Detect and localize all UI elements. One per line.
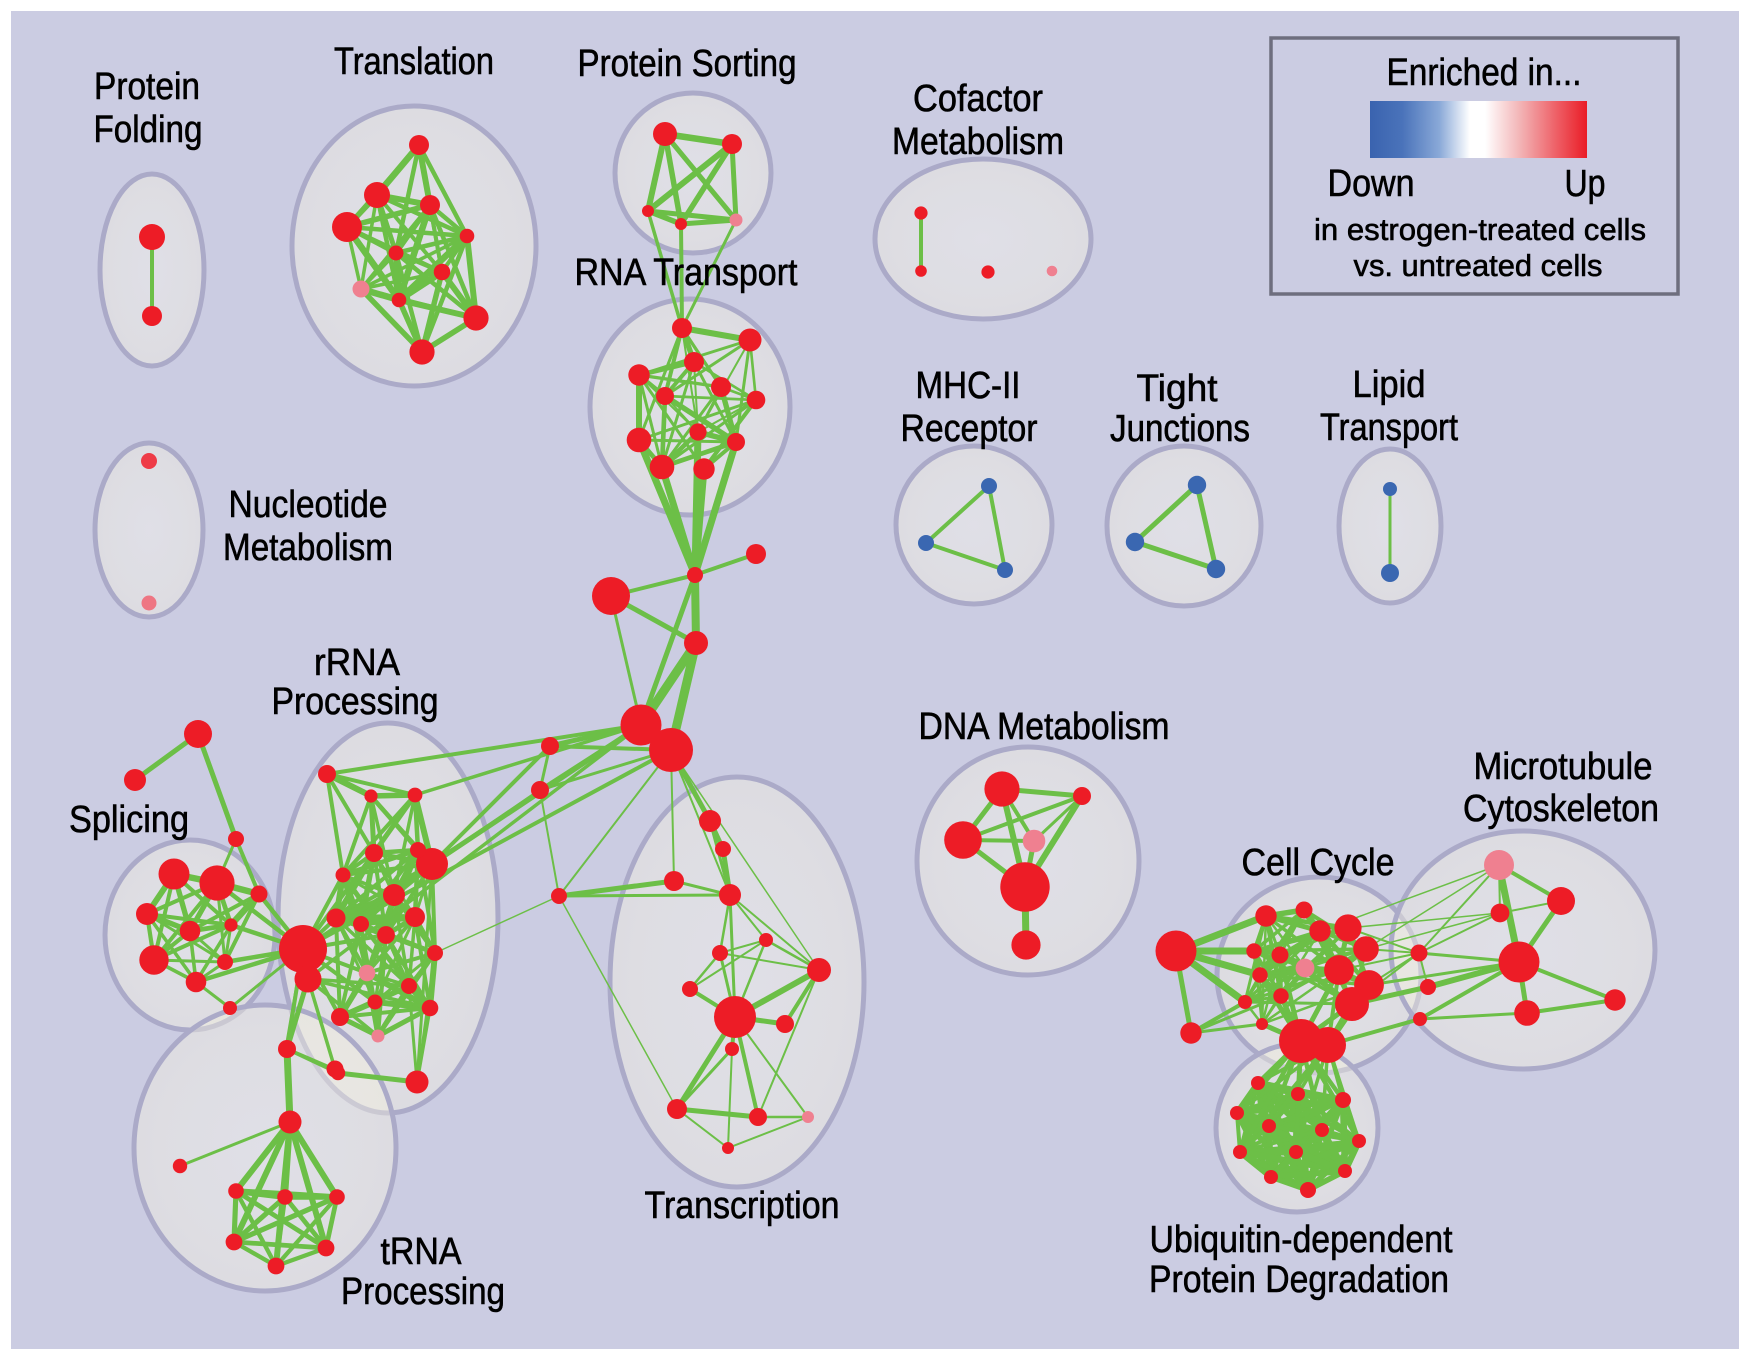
svg-text:Cytoskeleton: Cytoskeleton — [1463, 788, 1659, 830]
svg-text:Receptor: Receptor — [901, 408, 1038, 450]
svg-text:Transcription: Transcription — [645, 1185, 840, 1227]
svg-text:Junctions: Junctions — [1110, 408, 1250, 450]
svg-text:Down: Down — [1328, 163, 1415, 205]
svg-text:Cell Cycle: Cell Cycle — [1242, 842, 1395, 884]
svg-text:Up: Up — [1565, 163, 1606, 205]
svg-text:Ubiquitin-dependent: Ubiquitin-dependent — [1150, 1219, 1453, 1261]
svg-text:vs. untreated cells: vs. untreated cells — [1354, 248, 1603, 283]
svg-text:Tight: Tight — [1137, 368, 1218, 410]
svg-text:Processing: Processing — [272, 681, 439, 723]
svg-text:RNA Transport: RNA Transport — [575, 252, 798, 294]
svg-text:Microtubule: Microtubule — [1474, 746, 1653, 788]
svg-text:Metabolism: Metabolism — [892, 121, 1064, 163]
svg-text:Protein Degradation: Protein Degradation — [1149, 1259, 1449, 1301]
svg-text:tRNA: tRNA — [381, 1231, 463, 1273]
svg-text:Translation: Translation — [334, 41, 494, 83]
svg-text:MHC-II: MHC-II — [916, 365, 1021, 407]
svg-text:in estrogen-treated cells: in estrogen-treated cells — [1314, 212, 1646, 247]
svg-text:Splicing: Splicing — [69, 799, 189, 841]
svg-text:Metabolism: Metabolism — [223, 527, 393, 569]
svg-text:Cofactor: Cofactor — [913, 78, 1043, 120]
svg-text:rRNA: rRNA — [314, 642, 401, 684]
svg-text:Processing: Processing — [341, 1271, 505, 1313]
svg-text:Protein: Protein — [94, 66, 200, 108]
svg-text:Nucleotide: Nucleotide — [229, 484, 388, 526]
svg-text:Transport: Transport — [1320, 407, 1458, 449]
svg-text:Enriched in...: Enriched in... — [1387, 52, 1582, 94]
svg-text:Protein Sorting: Protein Sorting — [578, 43, 797, 85]
svg-text:Folding: Folding — [94, 109, 203, 151]
svg-text:DNA Metabolism: DNA Metabolism — [919, 706, 1170, 748]
svg-text:Lipid: Lipid — [1353, 364, 1426, 406]
